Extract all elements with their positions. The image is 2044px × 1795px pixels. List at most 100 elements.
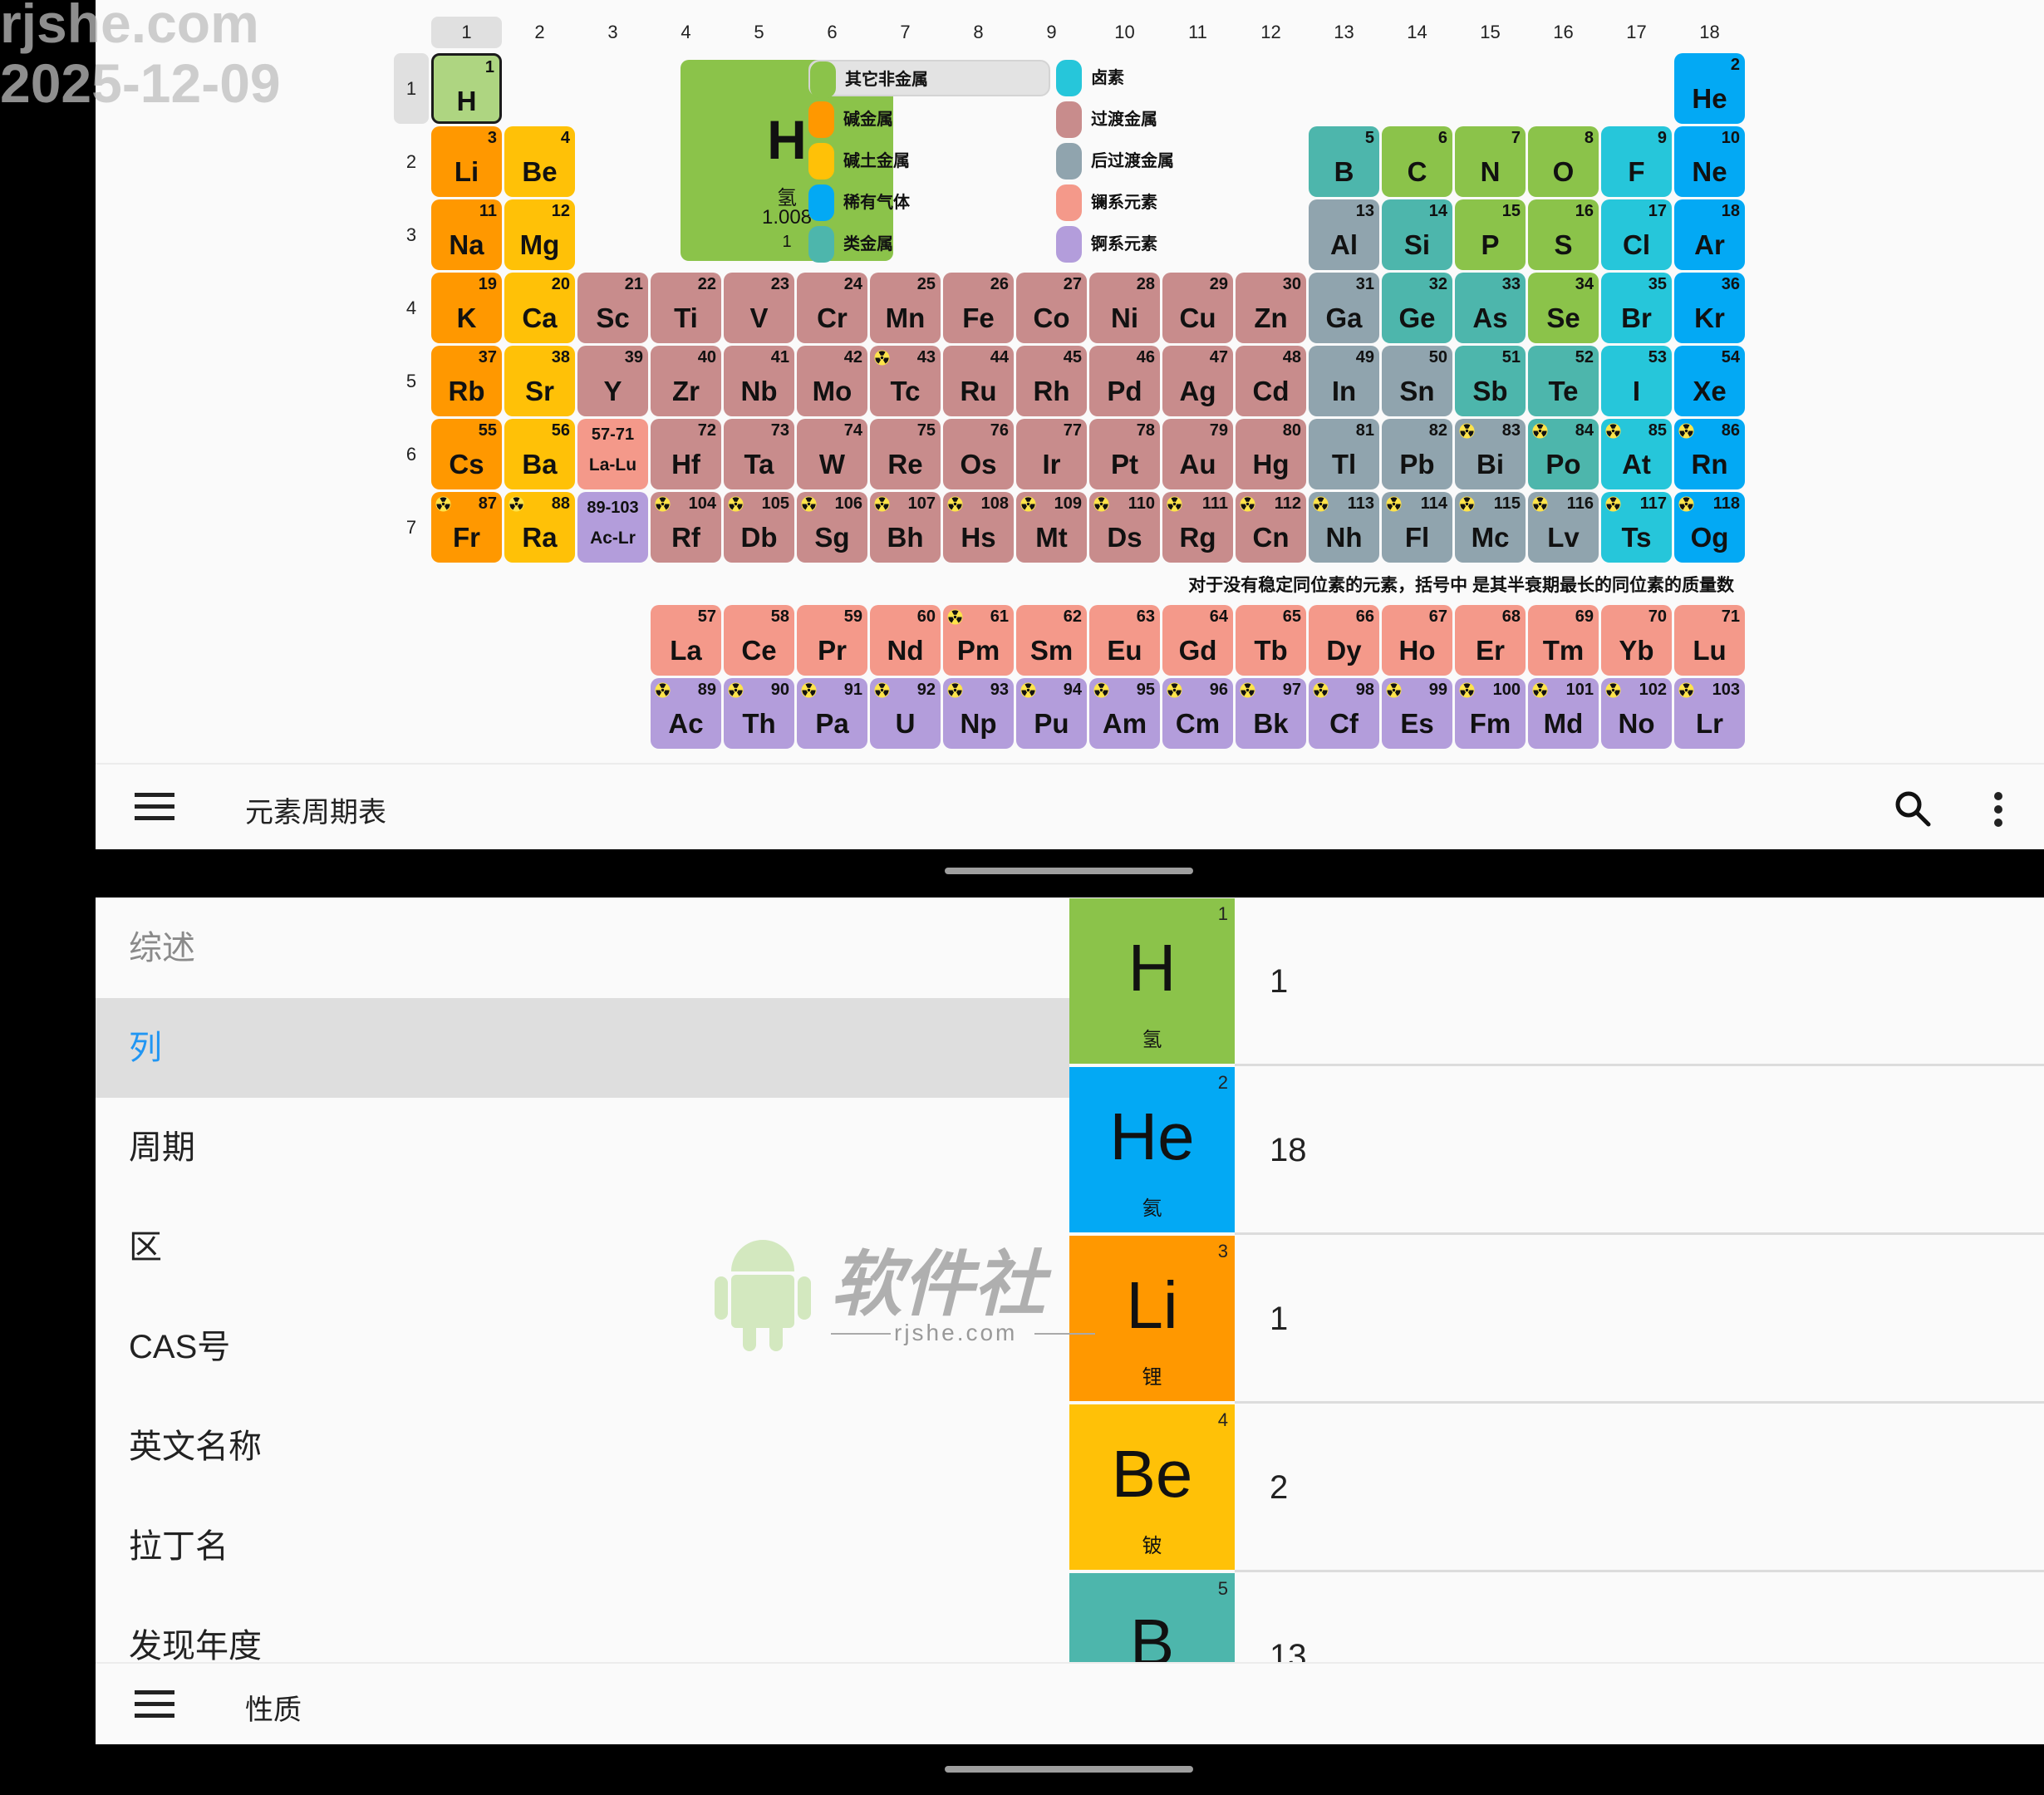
element-cell-nh[interactable]: 113 Nh: [1309, 492, 1379, 563]
column-header[interactable]: 15: [1480, 22, 1501, 42]
element-cell-mc[interactable]: 115 Mc: [1455, 492, 1526, 563]
row-header[interactable]: 7: [405, 517, 417, 538]
row-header[interactable]: 4: [405, 298, 417, 318]
property-item[interactable]: 周期: [96, 1098, 1069, 1197]
element-cell-ho[interactable]: 67 Ho: [1382, 605, 1452, 676]
element-cell-fl[interactable]: 114 Fl: [1382, 492, 1452, 563]
element-cell-rg[interactable]: 111 Rg: [1162, 492, 1233, 563]
element-cell-ca[interactable]: 20 Ca: [504, 273, 575, 343]
column-header[interactable]: 12: [1260, 22, 1281, 42]
element-cell-v[interactable]: 23 V: [724, 273, 794, 343]
element-cell-zr[interactable]: 40 Zr: [651, 346, 721, 416]
element-cell-cl[interactable]: 17 Cl: [1601, 199, 1672, 270]
element-cell-sm[interactable]: 62 Sm: [1016, 605, 1087, 676]
element-cell-rh[interactable]: 45 Rh: [1016, 346, 1087, 416]
element-cell-y[interactable]: 39 Y: [577, 346, 648, 416]
column-header[interactable]: 10: [1114, 22, 1135, 42]
element-cell-ra[interactable]: 88 Ra: [504, 492, 575, 563]
element-cell-sg[interactable]: 106 Sg: [797, 492, 867, 563]
legend-item-ng[interactable]: 稀有气体: [808, 184, 950, 221]
element-cell-bk[interactable]: 97 Bk: [1236, 678, 1306, 749]
element-cell-u[interactable]: 92 U: [870, 678, 941, 749]
element-cell-fr[interactable]: 87 Fr: [431, 492, 502, 563]
column-header[interactable]: 8: [973, 22, 984, 42]
element-cell-tl[interactable]: 81 Tl: [1309, 419, 1379, 489]
legend-item-la[interactable]: 镧系元素: [1056, 184, 1197, 221]
element-cell-md[interactable]: 101 Md: [1528, 678, 1599, 749]
element-cell-sc[interactable]: 21 Sc: [577, 273, 648, 343]
legend-item-hl[interactable]: 卤素: [1056, 60, 1197, 96]
element-cell-no[interactable]: 102 No: [1601, 678, 1672, 749]
column-header[interactable]: 1: [431, 17, 502, 48]
element-cell-i[interactable]: 53 I: [1601, 346, 1672, 416]
legend-item-ae[interactable]: 碱土金属: [808, 143, 950, 180]
row-header[interactable]: 1: [394, 53, 429, 124]
element-cell-ni[interactable]: 28 Ni: [1089, 273, 1160, 343]
legend-item-ml[interactable]: 类金属: [808, 226, 950, 263]
element-cell-pb[interactable]: 82 Pb: [1382, 419, 1452, 489]
element-cell-ti[interactable]: 22 Ti: [651, 273, 721, 343]
element-cell-hs[interactable]: 108 Hs: [943, 492, 1014, 563]
element-cell-be[interactable]: 4 Be: [504, 126, 575, 197]
element-cell-ne[interactable]: 10 Ne: [1674, 126, 1745, 197]
column-header[interactable]: 5: [754, 22, 764, 42]
element-cell-pu[interactable]: 94 Pu: [1016, 678, 1087, 749]
element-cell-pr[interactable]: 59 Pr: [797, 605, 867, 676]
element-cell-lv[interactable]: 116 Lv: [1528, 492, 1599, 563]
element-cell-na[interactable]: 11 Na: [431, 199, 502, 270]
element-cell-cu[interactable]: 29 Cu: [1162, 273, 1233, 343]
element-cell-th[interactable]: 90 Th: [724, 678, 794, 749]
element-cell-in[interactable]: 49 In: [1309, 346, 1379, 416]
element-cell-gd[interactable]: 64 Gd: [1162, 605, 1233, 676]
element-cell-al[interactable]: 13 Al: [1309, 199, 1379, 270]
element-cell-yb[interactable]: 70 Yb: [1601, 605, 1672, 676]
element-cell-pm[interactable]: 61 Pm: [943, 605, 1014, 676]
element-cell-xe[interactable]: 54 Xe: [1674, 346, 1745, 416]
element-cell-sr[interactable]: 38 Sr: [504, 346, 575, 416]
element-cell-pd[interactable]: 46 Pd: [1089, 346, 1160, 416]
element-cell-s[interactable]: 16 S: [1528, 199, 1599, 270]
element-cell-se[interactable]: 34 Se: [1528, 273, 1599, 343]
element-tile-be[interactable]: 4 Be 铍: [1069, 1404, 1235, 1570]
element-cell-mg[interactable]: 12 Mg: [504, 199, 575, 270]
property-item[interactable]: 列: [96, 998, 1069, 1098]
row-header[interactable]: 2: [405, 151, 417, 172]
element-cell-w[interactable]: 74 W: [797, 419, 867, 489]
element-cell-cn[interactable]: 112 Cn: [1236, 492, 1306, 563]
element-cell-ru[interactable]: 44 Ru: [943, 346, 1014, 416]
element-cell-bi[interactable]: 83 Bi: [1455, 419, 1526, 489]
column-header[interactable]: 17: [1626, 22, 1647, 42]
element-cell-ba[interactable]: 56 Ba: [504, 419, 575, 489]
element-cell-eu[interactable]: 63 Eu: [1089, 605, 1160, 676]
column-header[interactable]: 7: [900, 22, 911, 42]
element-tile-h[interactable]: 1 H 氢: [1069, 898, 1235, 1064]
element-cell-tb[interactable]: 65 Tb: [1236, 605, 1306, 676]
element-cell-si[interactable]: 14 Si: [1382, 199, 1452, 270]
element-cell-rn[interactable]: 86 Rn: [1674, 419, 1745, 489]
element-cell-kr[interactable]: 36 Kr: [1674, 273, 1745, 343]
row-header[interactable]: 3: [405, 224, 417, 245]
element-cell-la[interactable]: 57 La: [651, 605, 721, 676]
column-header[interactable]: 14: [1407, 22, 1427, 42]
column-header[interactable]: 3: [607, 22, 618, 42]
element-cell-tm[interactable]: 69 Tm: [1528, 605, 1599, 676]
element-cell-ga[interactable]: 31 Ga: [1309, 273, 1379, 343]
element-cell-pa[interactable]: 91 Pa: [797, 678, 867, 749]
search-icon[interactable]: [1893, 789, 1933, 829]
element-cell-db[interactable]: 105 Db: [724, 492, 794, 563]
column-header[interactable]: 2: [534, 22, 545, 42]
property-item[interactable]: 发现年度: [96, 1596, 1069, 1696]
element-cell-tc[interactable]: 43 Tc: [870, 346, 941, 416]
element-cell-rf[interactable]: 104 Rf: [651, 492, 721, 563]
legend-item-pt[interactable]: 后过渡金属: [1056, 143, 1197, 180]
element-cell-mo[interactable]: 42 Mo: [797, 346, 867, 416]
element-cell-cf[interactable]: 98 Cf: [1309, 678, 1379, 749]
element-cell-er[interactable]: 68 Er: [1455, 605, 1526, 676]
element-cell-lr[interactable]: 103 Lr: [1674, 678, 1745, 749]
element-cell-at[interactable]: 85 At: [1601, 419, 1672, 489]
